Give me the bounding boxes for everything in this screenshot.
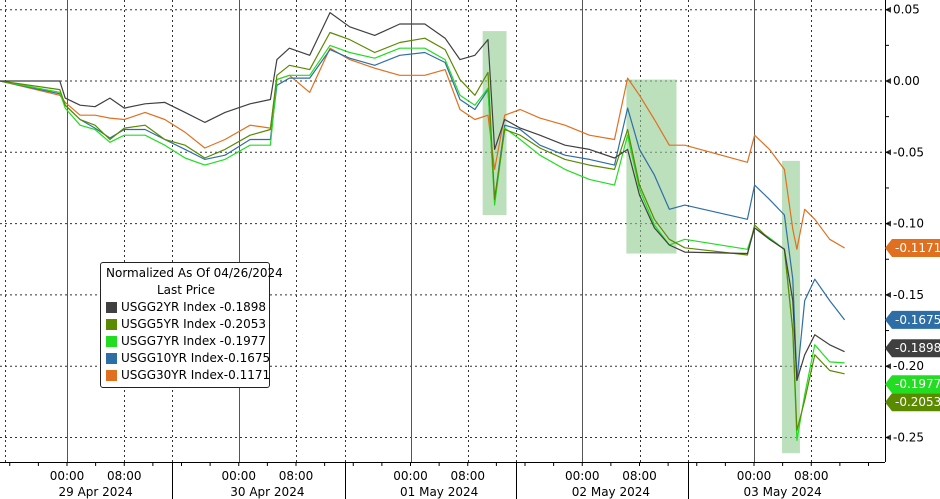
legend-swatch xyxy=(106,302,117,313)
x-day-label: 30 Apr 2024 xyxy=(230,485,304,499)
legend-value: -0.1898 xyxy=(219,300,266,314)
legend-value: -0.1171 xyxy=(223,368,271,382)
legend-swatch xyxy=(106,353,117,364)
legend-swatch xyxy=(106,336,117,347)
series-line-usgg30yr xyxy=(0,47,845,250)
x-tick-label: 00:00 xyxy=(565,469,600,483)
x-day-label: 02 May 2024 xyxy=(572,485,650,499)
y-tick-label: -0.25 xyxy=(893,431,924,445)
x-day-label: 03 May 2024 xyxy=(744,485,822,499)
grid xyxy=(0,0,885,462)
legend-value: -0.1675 xyxy=(223,351,271,365)
x-tick-label: 00:00 xyxy=(737,469,772,483)
x-tick-label: 08:00 xyxy=(622,469,657,483)
badge-shape xyxy=(885,310,940,329)
legend-label: USGG5YR Index xyxy=(121,317,217,331)
last-price-badge: -0.1171 xyxy=(885,238,940,257)
legend-item: USGG7YR Index -0.1977 xyxy=(106,333,266,350)
legend-label: USGG10YR Index xyxy=(121,351,224,365)
badge-label: -0.2053 xyxy=(895,395,940,409)
x-tick-label: 00:00 xyxy=(50,469,85,483)
last-price-badge: -0.1977 xyxy=(885,375,940,394)
badge-label: -0.1977 xyxy=(895,377,940,391)
y-tick-label: -0.15 xyxy=(893,288,924,302)
badge-shape xyxy=(885,339,940,358)
last-price-badges: -0.1171 -0.1675 -0.1898 -0.1977 -0.2053 xyxy=(885,238,940,412)
badge-shape xyxy=(885,375,940,394)
legend: Normalized As Of 04/26/2024 Last Price U… xyxy=(100,262,283,388)
badge-label: -0.1898 xyxy=(895,341,940,355)
y-tick-label: 0.00 xyxy=(893,74,920,88)
y-tick-label: 0.05 xyxy=(893,3,920,17)
legend-label: USGG2YR Index xyxy=(121,300,217,314)
series-lines xyxy=(0,12,846,441)
y-tick-label: -0.10 xyxy=(893,217,924,231)
series-line-usgg5yr xyxy=(0,31,845,431)
y-tick-label: -0.20 xyxy=(893,359,924,373)
badge-label: -0.1675 xyxy=(895,313,940,327)
x-tick-label: 00:00 xyxy=(221,469,256,483)
x-tick-label: 08:00 xyxy=(794,469,829,483)
legend-subtitle: Last Price xyxy=(156,283,216,297)
y-tick-label: -0.05 xyxy=(893,145,924,159)
legend-swatch xyxy=(106,319,117,330)
last-price-badge: -0.1898 xyxy=(885,339,940,358)
badge-shape xyxy=(885,238,940,257)
highlight-regions xyxy=(482,31,800,454)
x-tick-label: 08:00 xyxy=(450,469,485,483)
legend-label: USGG30YR Index xyxy=(121,368,224,382)
badge-shape xyxy=(885,393,940,412)
legend-label: USGG7YR Index xyxy=(121,334,217,348)
legend-item: USGG2YR Index -0.1898 xyxy=(106,299,266,316)
legend-value: -0.1977 xyxy=(219,334,266,348)
legend-item: USGG10YR Index -0.1675 xyxy=(106,350,270,367)
x-tick-label: 08:00 xyxy=(279,469,314,483)
x-day-label: 01 May 2024 xyxy=(400,485,478,499)
legend-item: USGG5YR Index -0.2053 xyxy=(106,316,266,333)
badge-label: -0.1171 xyxy=(895,241,940,255)
last-price-badge: -0.2053 xyxy=(885,393,940,412)
x-tick-label: 08:00 xyxy=(107,469,142,483)
legend-title: Normalized As Of 04/26/2024 xyxy=(106,266,283,280)
legend-item: USGG30YR Index -0.1171 xyxy=(106,367,270,384)
x-tick-label: 00:00 xyxy=(393,469,428,483)
legend-swatch xyxy=(106,370,117,381)
x-day-label: 29 Apr 2024 xyxy=(59,485,133,499)
legend-value: -0.2053 xyxy=(219,317,266,331)
series-line-usgg2yr xyxy=(0,12,845,382)
last-price-badge: -0.1675 xyxy=(885,310,940,329)
